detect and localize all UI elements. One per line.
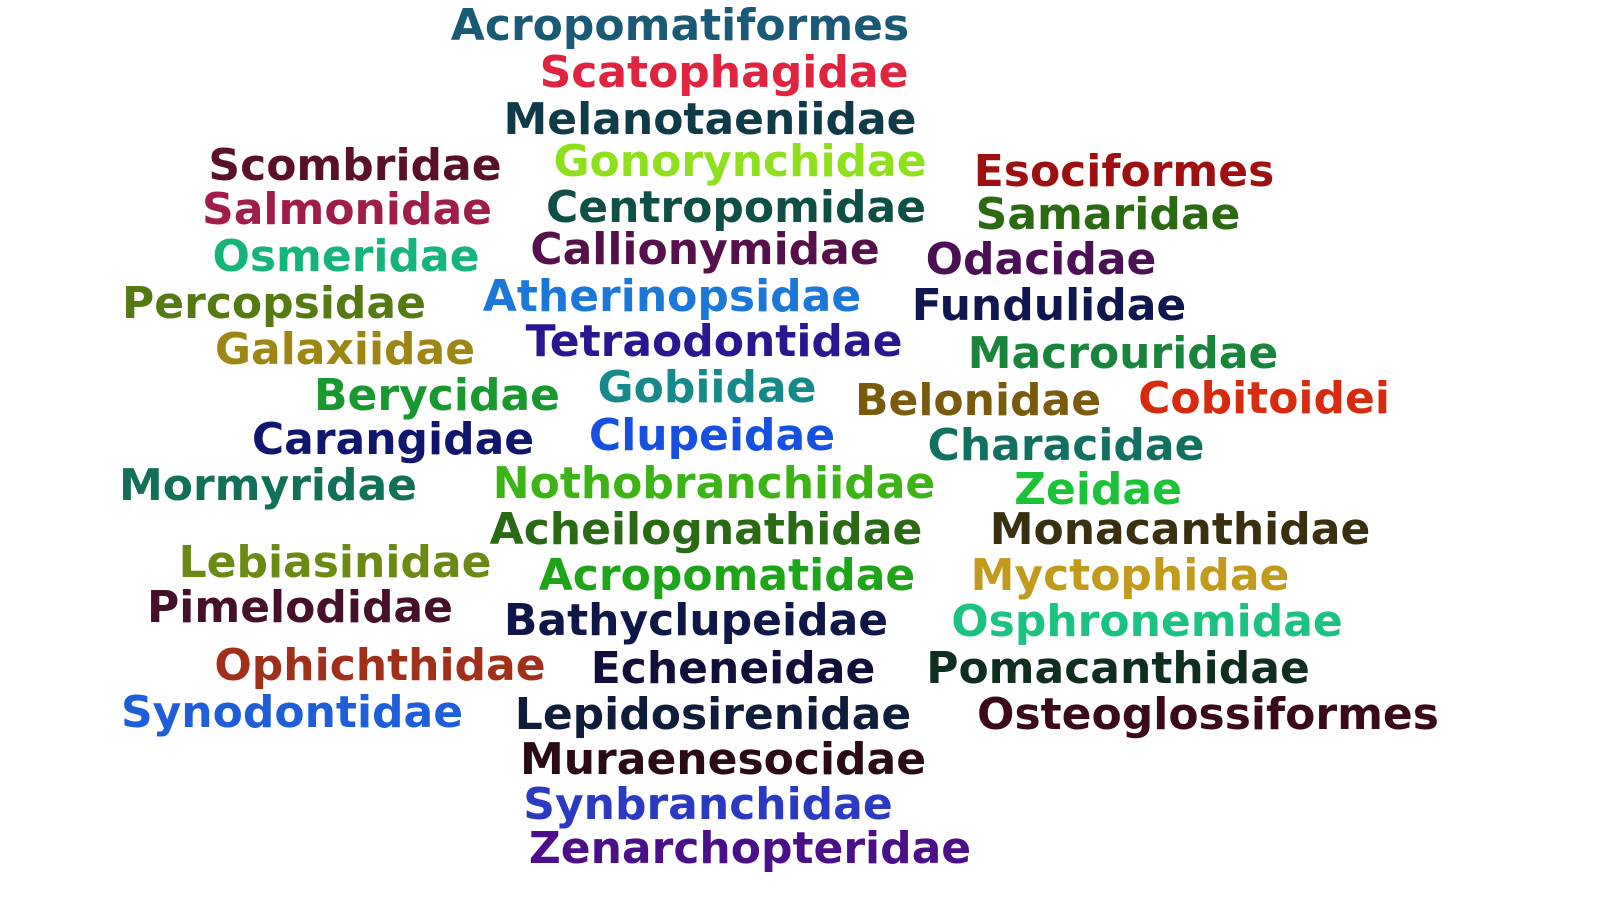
word-callionymidae: Callionymidae — [530, 224, 880, 275]
word-characidae: Characidae — [927, 420, 1205, 471]
word-mormyridae: Mormyridae — [118, 460, 418, 511]
word-centropomidae: Centropomidae — [545, 182, 927, 233]
word-galaxiidae: Galaxiidae — [214, 324, 476, 375]
word-gonorynchidae: Gonorynchidae — [553, 136, 927, 187]
word-zenarchopteridae: Zenarchopteridae — [528, 823, 972, 874]
word-scatophagidae: Scatophagidae — [539, 47, 909, 98]
word-salmonidae: Salmonidae — [202, 184, 492, 235]
word-tetraodontidae: Tetraodontidae — [525, 316, 903, 367]
word-clupeidae: Clupeidae — [588, 410, 836, 461]
word-muraenesocidae: Muraenesocidae — [519, 734, 927, 785]
word-synbranchidae: Synbranchidae — [523, 779, 893, 830]
word-nothobranchiidae: Nothobranchiidae — [492, 458, 936, 509]
word-scombridae: Scombridae — [208, 140, 502, 191]
word-odacidae: Odacidae — [925, 234, 1157, 285]
word-ophichthidae: Ophichthidae — [214, 640, 546, 691]
word-acropomatiformes: Acropomatiformes — [450, 0, 910, 51]
word-zeidae: Zeidae — [1014, 464, 1182, 515]
word-bathyclupeidae: Bathyclupeidae — [503, 595, 889, 646]
word-acropomatidae: Acropomatidae — [538, 550, 916, 601]
word-pimelodidae: Pimelodidae — [147, 582, 453, 633]
word-monacanthidae: Monacanthidae — [989, 504, 1371, 555]
word-macrouridae: Macrouridae — [967, 328, 1279, 379]
word-belonidae: Belonidae — [854, 375, 1102, 426]
word-gobiidae: Gobiidae — [597, 362, 817, 413]
word-samaridae: Samaridae — [975, 189, 1241, 240]
word-pomacanthidae: Pomacanthidae — [926, 643, 1310, 694]
word-lepidosirenidae: Lepidosirenidae — [514, 689, 912, 740]
word-synodontidae: Synodontidae — [120, 687, 464, 738]
word-osmeridae: Osmeridae — [212, 231, 480, 282]
word-acheilognathidae: Acheilognathidae — [489, 504, 923, 555]
word-echeneidae: Echeneidae — [590, 643, 876, 694]
word-cobitoidei: Cobitoidei — [1138, 373, 1390, 424]
word-fundulidae: Fundulidae — [911, 280, 1187, 331]
word-carangidae: Carangidae — [251, 414, 535, 465]
word-melanotaeniidae: Melanotaeniidae — [503, 94, 917, 145]
word-atherinopsidae: Atherinopsidae — [482, 271, 862, 322]
word-osteoglossiformes: Osteoglossiformes — [977, 689, 1439, 740]
word-percopsidae: Percopsidae — [122, 278, 426, 329]
word-berycidae: Berycidae — [314, 370, 560, 421]
word-esociformes: Esociformes — [973, 146, 1275, 197]
word-myctophidae: Myctophidae — [970, 550, 1290, 601]
word-osphronemidae: Osphronemidae — [951, 596, 1343, 647]
word-lebiasinidae: Lebiasinidae — [178, 537, 492, 588]
